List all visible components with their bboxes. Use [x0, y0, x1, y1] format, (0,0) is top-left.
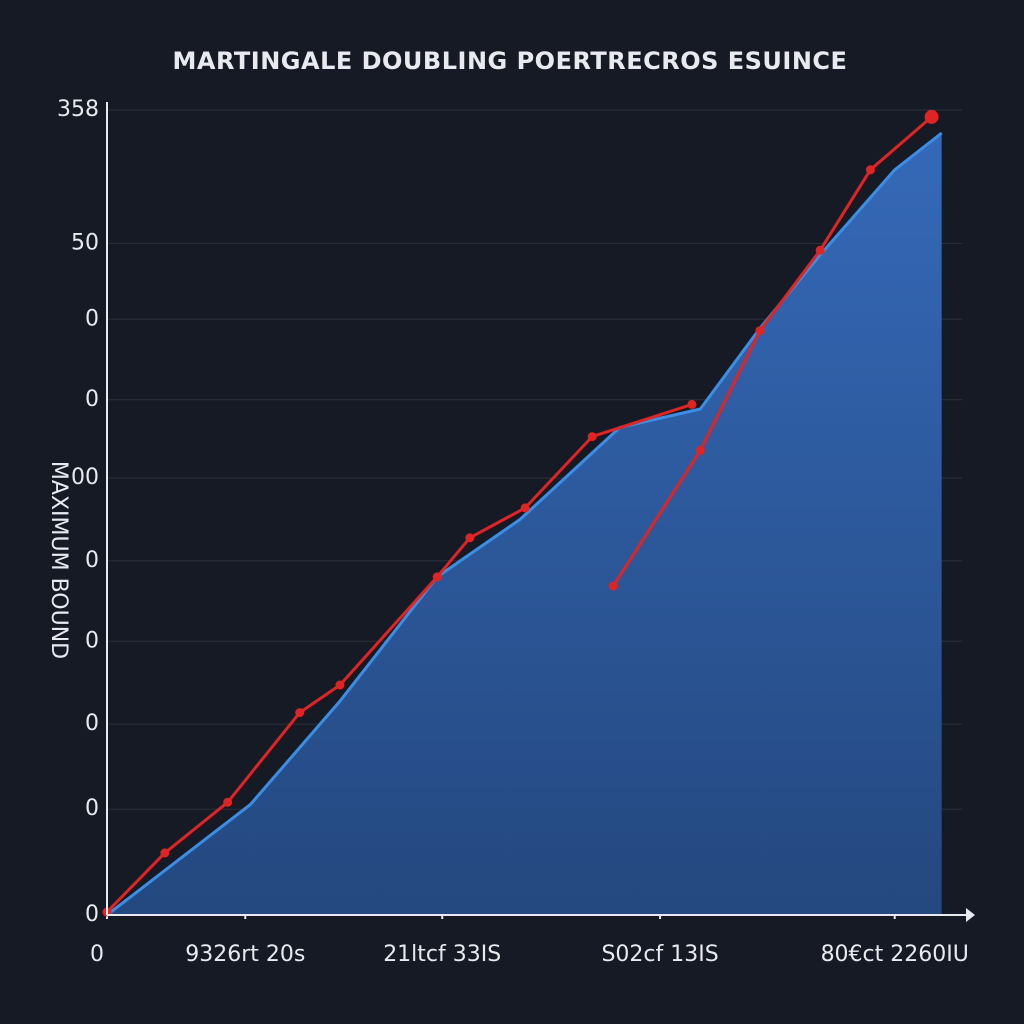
point — [608, 581, 618, 591]
y-tick-label: 0 — [85, 548, 99, 573]
point — [520, 503, 530, 513]
y-tick-label: 358 — [57, 97, 99, 122]
chart-title: MARTINGALE DOUBLING POERTRECROS ESUINCE — [173, 47, 848, 75]
x-tick-label: S02cf 13IS — [601, 942, 718, 967]
area — [107, 133, 942, 915]
point — [695, 445, 705, 455]
y-tick-label: 50 — [71, 230, 99, 255]
point — [465, 533, 475, 543]
y-tick-label: 0 — [85, 306, 99, 331]
y-tick-label: 0 — [85, 387, 99, 412]
y-tick-label: 00 — [71, 465, 99, 490]
y-axis-label: MAXIMUM BOUND — [46, 461, 71, 659]
point — [587, 432, 597, 442]
x-tick-label: 21ltcf 33IS — [383, 942, 501, 967]
x-tick-label: 0 — [90, 942, 104, 967]
point — [223, 797, 233, 807]
point — [295, 708, 305, 718]
point — [687, 399, 697, 409]
y-tick-label: 0 — [85, 628, 99, 653]
series-line — [105, 402, 693, 914]
point — [160, 848, 170, 858]
x-tick-label: 9326rt 20s — [185, 942, 305, 967]
y-tick-label: 0 — [85, 711, 99, 736]
point — [924, 109, 939, 124]
point — [865, 165, 875, 175]
x-tick-label: 80€ct 2260IU — [821, 942, 969, 967]
y-tick-label: 0 — [85, 796, 99, 821]
point — [432, 572, 442, 582]
y-tick-label: 0 — [85, 902, 99, 927]
point — [815, 245, 825, 255]
x-axis-arrow — [966, 908, 975, 922]
point — [755, 326, 765, 336]
point — [335, 680, 345, 690]
series-line — [611, 115, 933, 587]
